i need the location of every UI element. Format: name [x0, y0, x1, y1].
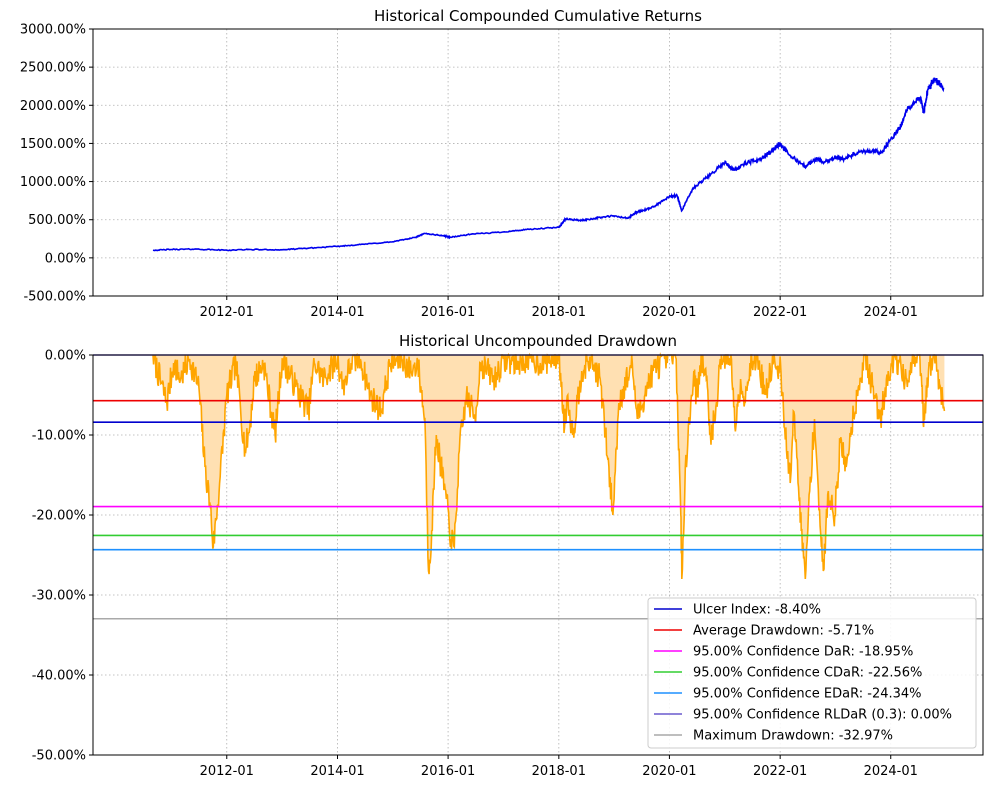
x-tick-label: 2024-01: [864, 764, 918, 779]
x-tick-label: 2020-01: [642, 764, 696, 779]
y-tick-label: 2500.00%: [20, 61, 86, 76]
cumulative-returns-title: Historical Compounded Cumulative Returns: [374, 7, 702, 25]
x-tick-label: 2022-01: [753, 305, 807, 320]
legend-label: 95.00% Confidence RLDaR (0.3): 0.00%: [693, 708, 952, 723]
x-tick-label: 2014-01: [310, 764, 364, 779]
cumulative-returns-plot: [152, 77, 945, 252]
x-tick-label: 2012-01: [200, 305, 254, 320]
y-tick-label: -20.00%: [32, 509, 86, 524]
x-tick-label: 2018-01: [532, 305, 586, 320]
cumulative-returns-chart: Historical Compounded Cumulative Returns…: [20, 7, 984, 320]
drawdown-chart: Historical Uncompounded Drawdown -50.00%…: [32, 332, 984, 779]
drawdown-y-ticks: -50.00% -40.00% -30.00% -20.00% -10.00% 0.00%: [32, 349, 93, 764]
drawdown-axes-frame: [92, 354, 984, 756]
x-tick-label: 2016-01: [421, 305, 475, 320]
legend-label: 95.00% Confidence EDaR: -24.34%: [693, 687, 922, 702]
drawdown-line: [152, 352, 946, 580]
legend-label: Average Drawdown: -5.71%: [693, 624, 874, 639]
y-tick-label: 1000.00%: [20, 175, 86, 190]
x-tick-label: 2018-01: [532, 764, 586, 779]
y-tick-label: -40.00%: [32, 669, 86, 684]
x-tick-label: 2020-01: [642, 305, 696, 320]
cumulative-returns-y-ticks: -500.00% 0.00% 500.00% 1000.00% 1500.00% 2000…: [20, 23, 93, 305]
cumulative-returns-axes-frame: [92, 28, 984, 297]
drawdown-title: Historical Uncompounded Drawdown: [399, 332, 677, 350]
x-tick-label: 2016-01: [421, 764, 475, 779]
y-tick-label: -10.00%: [32, 429, 86, 444]
y-tick-label: -30.00%: [32, 589, 86, 604]
legend-label: 95.00% Confidence DaR: -18.95%: [693, 645, 913, 660]
legend-label: Maximum Drawdown: -32.97%: [693, 729, 893, 744]
x-tick-label: 2012-01: [200, 764, 254, 779]
y-tick-label: 0.00%: [45, 349, 86, 364]
y-tick-label: 1500.00%: [20, 137, 86, 152]
legend-label: Ulcer Index: -8.40%: [693, 603, 821, 618]
legend-label: 95.00% Confidence CDaR: -22.56%: [693, 666, 922, 681]
drawdown-x-ticks: 2012-01 2014-01 2016-01 2018-01 2020-01 2022-…: [200, 755, 918, 779]
x-tick-label: 2024-01: [864, 305, 918, 320]
x-tick-label: 2014-01: [310, 305, 364, 320]
cumulative-returns-line: [152, 77, 945, 252]
y-tick-label: -500.00%: [23, 290, 86, 305]
drawdown-plot: [152, 352, 946, 580]
y-tick-label: 3000.00%: [20, 23, 86, 38]
y-tick-label: 500.00%: [28, 213, 86, 228]
y-tick-label: -50.00%: [32, 749, 86, 764]
y-tick-label: 0.00%: [45, 251, 86, 266]
legend-box: [647, 597, 977, 749]
drawdown-legend: Ulcer Index: -8.40% Average Drawdown: -5.…: [647, 597, 977, 749]
y-tick-label: 2000.00%: [20, 99, 86, 114]
cumulative-returns-x-ticks: 2012-01 2014-01 2016-01 2018-01 2020-01 2022-…: [200, 296, 918, 320]
x-tick-label: 2022-01: [753, 764, 807, 779]
